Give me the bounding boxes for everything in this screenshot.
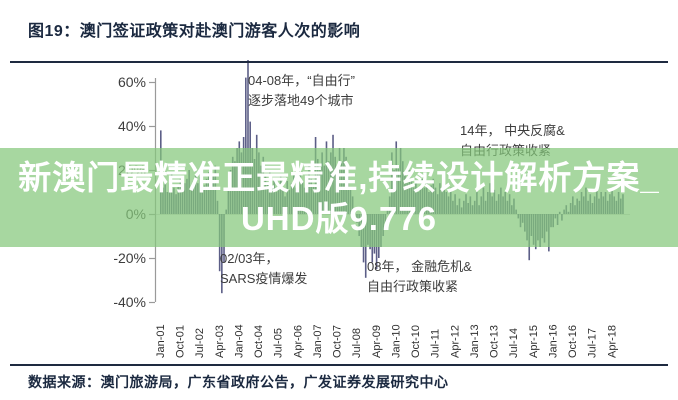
x-tick-label: Oct-10	[410, 325, 422, 358]
watermark-overlay-band: 新澳门最精准正最精准,持续设计解析方案_ UHD版9.776	[0, 148, 678, 247]
annotation-financial-crisis: 08年， 金融危机& 自由行政策收紧	[367, 257, 472, 297]
x-tick-label: Oct-01	[175, 325, 187, 358]
y-tick-label: 40%	[118, 118, 146, 134]
x-tick-label: Jul-05	[273, 328, 285, 358]
x-tick-label: Oct-07	[332, 325, 344, 358]
y-tick-label: -20%	[113, 250, 146, 266]
annotation-line: SARS疫情爆发	[220, 271, 308, 286]
x-tick-label: Jul-17	[587, 328, 599, 358]
x-tick-label: Jan-07	[312, 324, 324, 358]
x-tick-label: Jan-16	[547, 324, 559, 358]
x-tick-label: Apr-12	[449, 325, 461, 358]
x-tick-label: Jan-13	[469, 324, 481, 358]
y-tick-label: -40%	[113, 294, 146, 310]
data-source-note: 数据来源：澳门旅游局，广东省政府公告，广发证券发展研究中心	[28, 374, 449, 390]
annotation-sars-outbreak: 02/03年， SARS疫情爆发	[220, 249, 307, 289]
x-tick-label: Jan-01	[155, 324, 167, 358]
annotation-line: 04-08年，“自由行”	[248, 73, 355, 88]
bar	[221, 214, 223, 294]
watermark-text-line2: UHD版9.776	[240, 199, 438, 237]
x-tick-label: Jul-14	[508, 328, 520, 358]
annotation-line: 逐步落地49个城市	[248, 93, 354, 108]
annotation-line: 自由行政策收紧	[367, 279, 459, 294]
x-tick-label: Apr-15	[528, 325, 540, 358]
x-tick-label: Jan-10	[390, 324, 402, 358]
x-tick-label: Apr-09	[371, 325, 383, 358]
bar	[247, 60, 249, 214]
x-tick-label: Jan-04	[233, 324, 245, 358]
figure-title: 图19：澳门签证政策对赴澳门游客人次的影响	[28, 23, 361, 40]
watermark-text-line1: 新澳门最精准正最精准,持续设计解析方案_	[18, 158, 660, 196]
annotation-free-travel-policy: 04-08年，“自由行” 逐步落地49个城市	[248, 71, 355, 111]
footer-divider-line	[10, 364, 668, 366]
annotation-line: 14年， 中央反腐&	[460, 123, 565, 138]
x-tick-label: Apr-03	[214, 325, 226, 358]
x-tick-label: Jul-08	[351, 328, 363, 358]
x-tick-label: Jul-11	[430, 329, 442, 358]
title-divider-line	[10, 61, 668, 63]
y-tick-label: 60%	[118, 74, 146, 90]
x-tick-label: Oct-04	[253, 325, 265, 358]
x-tick-label: Apr-06	[292, 325, 304, 358]
x-tick-label: Jul-02	[194, 328, 206, 358]
x-tick-label: Oct-16	[567, 325, 579, 358]
annotation-line: 02/03年，	[220, 251, 279, 266]
x-tick-label: Apr-18	[606, 325, 618, 358]
bar	[245, 77, 247, 214]
x-tick-label: Oct-13	[489, 325, 501, 358]
annotation-line: 08年， 金融危机&	[367, 259, 472, 274]
